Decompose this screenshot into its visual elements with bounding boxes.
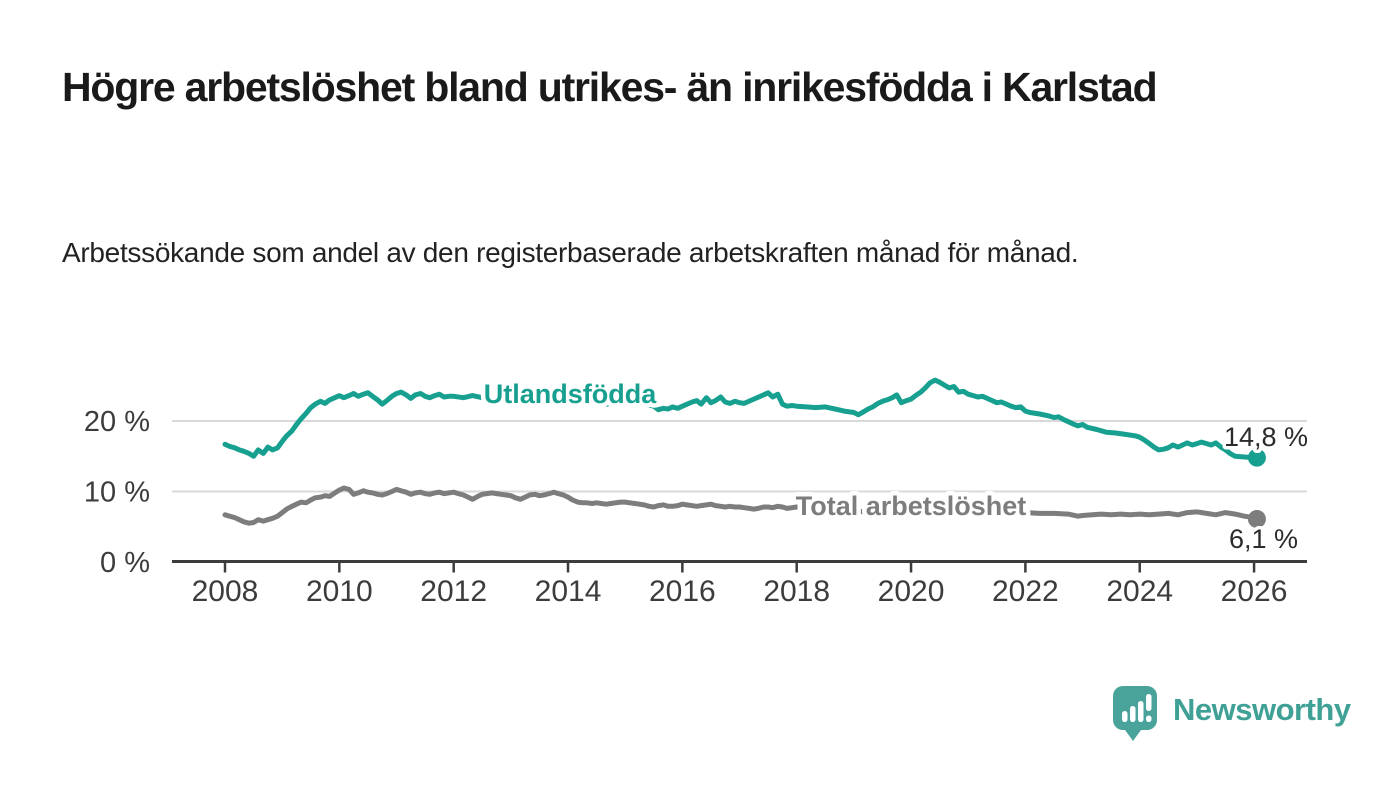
newsworthy-logo-text: Newsworthy [1173,692,1351,727]
y-tick-label: 0 % [100,547,150,579]
y-tick-label: 20 % [84,406,150,438]
x-tick-label: 2014 [535,575,602,608]
x-tick-label: 2018 [763,575,830,608]
series-line-0 [222,377,1260,461]
newsworthy-brand: Newsworthy [1113,686,1351,742]
series-label-1: Total arbetslöshet [796,491,1027,521]
end-value-label-0: 14,8 % [1224,422,1308,452]
series-end-dot-0 [1247,448,1266,467]
y-tick-label: 10 % [84,477,150,509]
x-tick-label: 2026 [1221,575,1288,608]
series-end-dot-1 [1247,509,1266,528]
x-tick-label: 2016 [649,575,716,608]
page-title: Högre arbetslöshet bland utrikes- än inr… [62,64,1158,110]
x-tick-label: 2010 [306,575,373,608]
x-tick-label: 2020 [878,575,945,608]
end-value-label-1: 6,1 % [1229,524,1298,554]
series-label-0: Utlandsfödda [484,379,657,409]
newsworthy-logo-icon [1113,686,1157,741]
x-tick-label: 2022 [992,575,1059,608]
series-line-1 [222,485,1260,526]
x-tick-label: 2012 [420,575,487,608]
x-tick-label: 2024 [1106,575,1173,608]
x-tick-label: 2008 [192,575,259,608]
page-subtitle: Arbetssökande som andel av den registerb… [62,237,1079,268]
